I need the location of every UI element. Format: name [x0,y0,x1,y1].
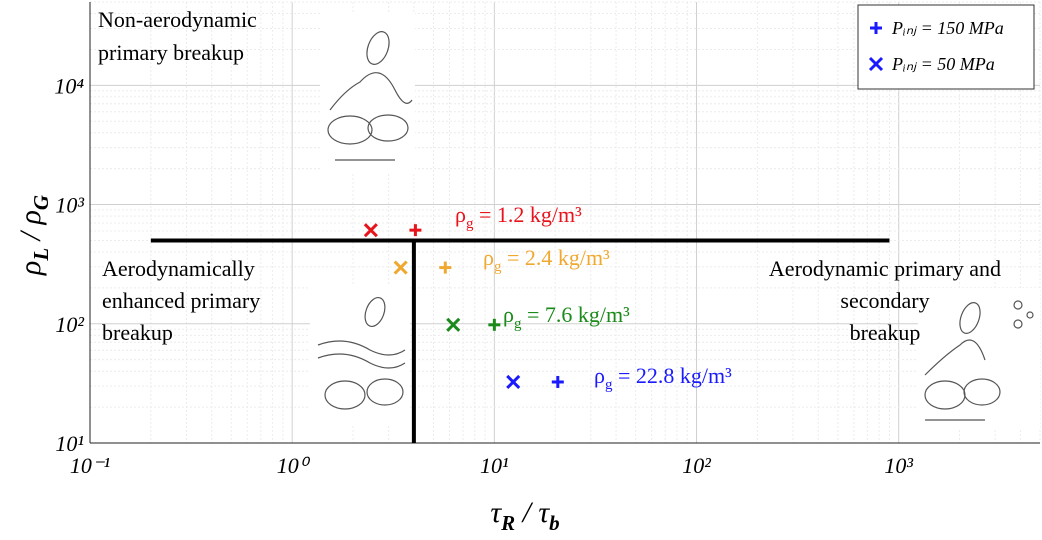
region-label: Non-aerodynamic [98,7,257,32]
annotation-symbol: ρ [483,245,494,270]
label-part: / τ [515,496,550,529]
marker-stroke [393,260,408,275]
x-tick-label: 10⁰ [277,453,311,478]
x-tick-label: 10³ [884,453,913,478]
annotation-text: = 2.4 kg/m³ [501,245,610,270]
label-part: ρ [14,261,47,276]
y-tick-label: 10¹ [55,431,84,456]
marker [363,223,378,238]
region-label: breakup [102,320,173,345]
region-label: secondary [840,288,929,313]
sketch-enhanced [310,284,410,426]
marker [409,224,422,237]
annotation-sub: g [466,216,474,232]
annotation-symbol: ρ [503,302,514,327]
density-annotation: ρg = 7.6 kg/m³ [503,302,630,332]
label-part: / ρ [14,210,47,248]
sketch-nonaero [320,12,415,172]
density-annotation: ρg = 2.4 kg/m³ [483,245,610,275]
region-label: Aerodynamically [102,256,255,281]
marker [446,317,461,332]
x-tick-label: 10⁻¹ [70,453,110,478]
annotation-symbol: ρ [455,202,466,227]
marker [506,374,521,390]
label-part: G [29,195,53,210]
annotation-text: = 7.6 kg/m³ [521,302,630,327]
legend-label: Pᵢₙⱼ = 150 MPa [891,18,1004,38]
region-label: enhanced primary [102,288,260,313]
x-tick-label: 10² [682,453,711,478]
marker [870,22,882,34]
y-tick-label: 10³ [55,193,84,218]
x-tick-label: 10¹ [480,453,509,478]
marker-stroke [446,317,461,332]
marker [393,260,408,275]
label-part: τ [490,496,502,529]
annotation-sub: g [494,259,502,275]
marker [868,56,884,72]
marker-stroke [868,56,884,72]
region-label: Aerodynamic primary and [769,256,1001,281]
annotation-sub: g [514,316,522,332]
xlabel-label: τR / τb [490,496,559,535]
marker [439,261,452,274]
region-label: primary breakup [98,40,244,65]
grid [89,1,1041,444]
legend: Pᵢₙⱼ = 150 MPa Pᵢₙⱼ = 50 MPa [857,4,1035,90]
marker-stroke [506,374,521,390]
marker [488,318,501,331]
marker [551,375,564,388]
label-part: R [500,511,515,535]
density-annotation: ρg = 22.8 kg/m³ [594,363,732,393]
y-tick-label: 10⁴ [54,73,84,98]
marker-stroke [363,223,378,238]
annotation-sub: g [605,377,613,393]
annotation-text: = 22.8 kg/m³ [612,363,732,388]
label-part: L [29,248,53,262]
ylabel-label: ρL / ρG [14,195,53,276]
y-tick-label: 10² [55,312,84,337]
label-part: b [549,511,560,535]
annotation-symbol: ρ [594,363,605,388]
region-label: breakup [850,320,921,345]
annotation-text: = 1.2 kg/m³ [473,202,582,227]
legend-box [857,4,1035,90]
sketch-secondary [918,288,1040,430]
density-annotation: ρg = 1.2 kg/m³ [455,202,582,232]
legend-label: Pᵢₙⱼ = 50 MPa [891,54,995,74]
